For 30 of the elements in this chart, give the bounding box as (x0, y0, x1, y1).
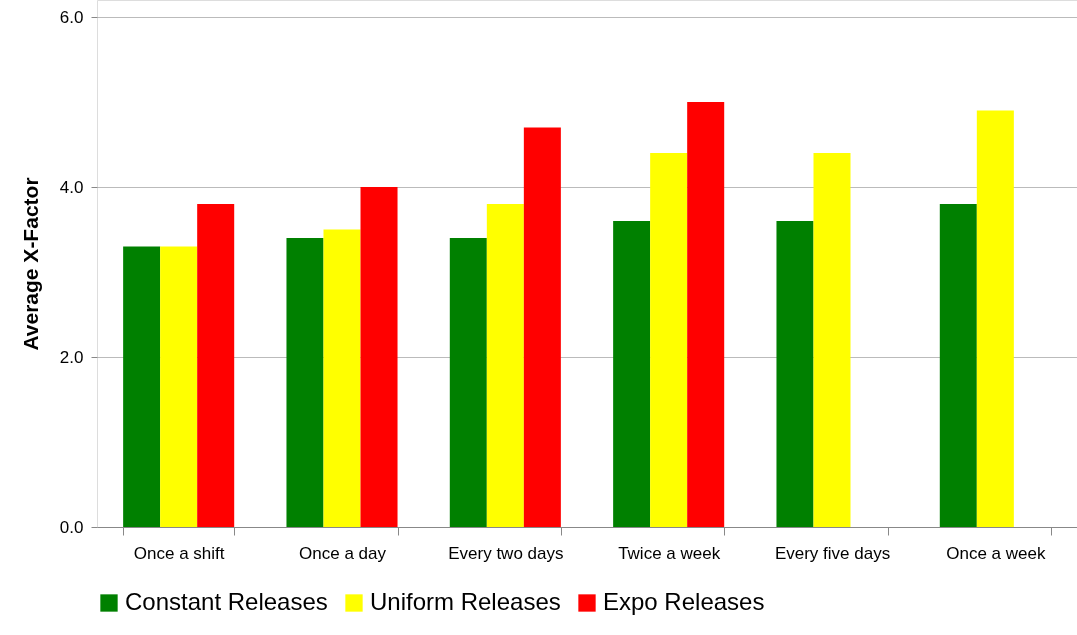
x-tick-label: Every five days (774, 543, 891, 563)
x-tick-label: Once a week (946, 543, 1046, 563)
bar (776, 221, 814, 527)
bar (976, 110, 1014, 527)
bar (323, 229, 361, 527)
bar (449, 238, 487, 527)
bar (360, 187, 398, 527)
y-axis-title: Average X-Factor (18, 177, 42, 351)
bar (939, 204, 977, 527)
x-tick-label: Twice a week (618, 543, 721, 563)
bar (286, 238, 324, 527)
x-tick-label: Once a day (299, 543, 387, 563)
legend-label: Uniform Releases (370, 588, 561, 615)
x-tick-label: Every two days (448, 543, 564, 563)
y-tick-label: 4.0 (59, 177, 84, 197)
y-tick-label: 6.0 (59, 7, 84, 27)
legend-label: Expo Releases (603, 588, 765, 615)
bar (123, 246, 161, 527)
bar (813, 153, 851, 527)
legend-label: Constant Releases (125, 588, 328, 615)
x-tick-label: Once a shift (133, 543, 225, 563)
bar (613, 221, 651, 527)
y-tick-label: 0.0 (59, 517, 84, 537)
bar (160, 246, 198, 527)
y-tick-label: 2.0 (59, 347, 84, 367)
bar (687, 102, 725, 527)
bar (486, 204, 524, 527)
bar (650, 153, 688, 527)
bar (523, 127, 561, 527)
bar (197, 204, 235, 527)
